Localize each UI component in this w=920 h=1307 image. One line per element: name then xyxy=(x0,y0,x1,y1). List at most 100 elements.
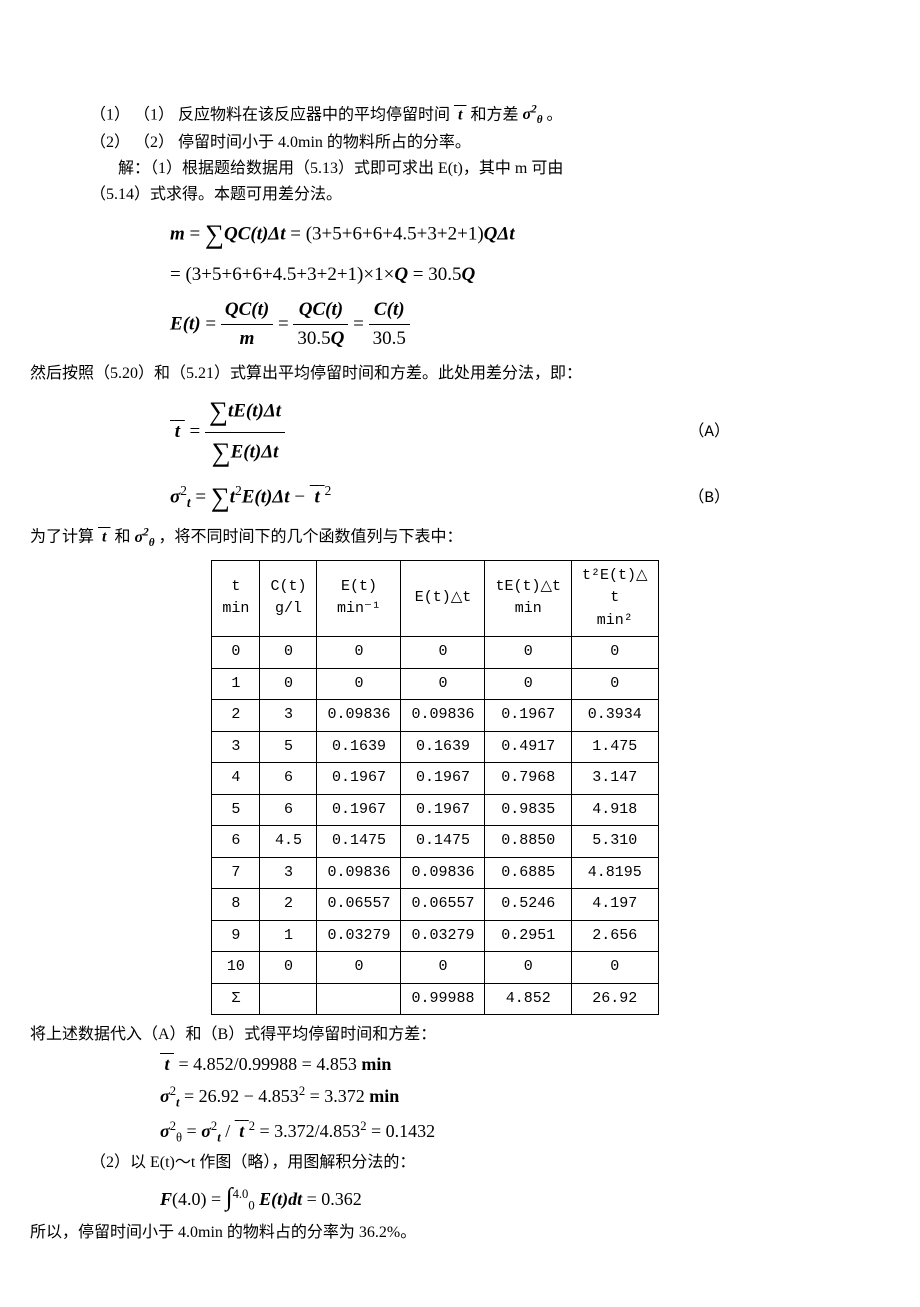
table-cell: 0 xyxy=(485,637,572,669)
solution-line2: （5.14）式求得。本题可用差分法。 xyxy=(90,183,840,207)
table-cell: 0.1967 xyxy=(401,794,485,826)
table-cell: 8 xyxy=(212,889,260,921)
table-cell: 26.92 xyxy=(572,983,659,1015)
calc-end: ，将不同时间下的几个函数值列与下表中： xyxy=(159,529,463,546)
table-cell: 0 xyxy=(317,952,401,984)
calc-pre: 为了计算 xyxy=(30,529,94,546)
table-cell: 0 xyxy=(572,637,659,669)
q1-text: （1） （1） 反应物料在该反应器中的平均停留时间 xyxy=(90,106,450,123)
table-row: 64.50.14750.14750.88505.310 xyxy=(212,826,658,858)
table-cell: 0.99988 xyxy=(401,983,485,1015)
table-row: 230.098360.098360.19670.3934 xyxy=(212,700,658,732)
table-cell: 0 xyxy=(317,637,401,669)
table-cell: 0 xyxy=(485,668,572,700)
calc-2: σ2t = 26.92 − 4.8532 = 3.372 min xyxy=(160,1082,840,1112)
table-cell: 0 xyxy=(260,637,317,669)
table-cell: 1 xyxy=(260,920,317,952)
calc-sym-tbar: t xyxy=(98,529,110,546)
table-cell: 0.09836 xyxy=(317,700,401,732)
table-cell: 5 xyxy=(260,731,317,763)
calc-1: t = 4.852/0.99988 = 4.853 min xyxy=(160,1051,840,1078)
table-cell: 0.1475 xyxy=(317,826,401,858)
q1-sym-tbar: t xyxy=(454,106,466,123)
table-cell: 0 xyxy=(572,668,659,700)
table-cell: 3.147 xyxy=(572,763,659,795)
table-cell: 5.310 xyxy=(572,826,659,858)
table-cell: 0 xyxy=(401,668,485,700)
table-cell: 3 xyxy=(212,731,260,763)
table-cell: 3 xyxy=(260,700,317,732)
para-then: 然后按照（5.20）和（5.21）式算出平均停留时间和方差。此处用差分法，即： xyxy=(30,362,840,386)
table-cell: 0 xyxy=(401,952,485,984)
para-part2: （2）以 E(t)～t 作图（略），用图解积分法的： xyxy=(90,1151,840,1175)
equation-B-row: σ2t = ∑t2E(t)Δt − t 2 （B） xyxy=(170,478,840,518)
table-cell: 1 xyxy=(212,668,260,700)
calc-sym-sigma: σ2θ xyxy=(134,529,154,546)
table-cell: 0.4917 xyxy=(485,731,572,763)
para-calc-intro: 为了计算 t 和 σ2θ ，将不同时间下的几个函数值列与下表中： xyxy=(30,524,840,551)
table-row: Σ 0.999884.85226.92 xyxy=(212,983,658,1015)
q1-mid: 和方差 xyxy=(470,106,518,123)
table-cell: 0 xyxy=(317,668,401,700)
table-cell: 0.5246 xyxy=(485,889,572,921)
table-cell: 5 xyxy=(212,794,260,826)
table-row: 560.19670.19670.98354.918 xyxy=(212,794,658,826)
table-row: 460.19670.19670.79683.147 xyxy=(212,763,658,795)
table-cell: 0.1475 xyxy=(401,826,485,858)
table-cell: 0.7968 xyxy=(485,763,572,795)
para-final: 所以，停留时间小于 4.0min 的物料占的分率为 36.2%。 xyxy=(30,1221,840,1245)
table-cell: 0.09836 xyxy=(401,700,485,732)
question-1: （1） （1） 反应物料在该反应器中的平均停留时间 t 和方差 σ2θ 。 xyxy=(90,102,840,129)
table-cell: 2.656 xyxy=(572,920,659,952)
table-cell: 6 xyxy=(212,826,260,858)
table-row: 910.032790.032790.29512.656 xyxy=(212,920,658,952)
table-cell: 0.1967 xyxy=(401,763,485,795)
calc-mid: 和 xyxy=(114,529,130,546)
table-row: 1000000 xyxy=(212,952,658,984)
table-cell: 6 xyxy=(260,763,317,795)
table-cell: 0 xyxy=(260,668,317,700)
question-2: （2） （2） 停留时间小于 4.0min 的物料所占的分率。 xyxy=(90,131,840,155)
q1-sym-sigma: σ2θ xyxy=(522,106,542,123)
table-cell: 2 xyxy=(212,700,260,732)
table-cell: 7 xyxy=(212,857,260,889)
table-cell: Σ xyxy=(212,983,260,1015)
table-cell: 0.9835 xyxy=(485,794,572,826)
formula-m: m = ∑QC(t)Δt = (3+5+6+6+4.5+3+2+1)QΔt = … xyxy=(170,215,840,353)
solution-line1: 解：（1）根据题给数据用（5.13）式即可求出 E(t)，其中 m 可由 xyxy=(118,157,840,181)
table-cell: 0.6885 xyxy=(485,857,572,889)
table-body: 000000100000230.098360.098360.19670.3934… xyxy=(212,637,658,1015)
table-cell: 10 xyxy=(212,952,260,984)
table-cell: 0.1639 xyxy=(317,731,401,763)
table-cell: 0 xyxy=(260,952,317,984)
label-B: （B） xyxy=(688,486,840,510)
table-cell: 0.2951 xyxy=(485,920,572,952)
table-row: 730.098360.098360.68854.8195 xyxy=(212,857,658,889)
equation-A-row: t = ∑tE(t)Δt ∑E(t)Δt （A） xyxy=(170,392,840,473)
table-cell: 4.852 xyxy=(485,983,572,1015)
table-cell: 4.8195 xyxy=(572,857,659,889)
calc-4: F(4.0) = ∫4.00 E(t)dt = 0.362 xyxy=(160,1179,840,1217)
table-cell xyxy=(317,983,401,1015)
table-cell: 4.197 xyxy=(572,889,659,921)
table-cell: 0 xyxy=(401,637,485,669)
table-cell: 0.1967 xyxy=(317,763,401,795)
table-cell: 0.8850 xyxy=(485,826,572,858)
table-row: 000000 xyxy=(212,637,658,669)
table-cell: 0.03279 xyxy=(317,920,401,952)
table-cell: 4.918 xyxy=(572,794,659,826)
table-cell: 1.475 xyxy=(572,731,659,763)
table-row: 100000 xyxy=(212,668,658,700)
para-sub: 将上述数据代入（A）和（B）式得平均停留时间和方差： xyxy=(30,1023,840,1047)
table-cell: 4.5 xyxy=(260,826,317,858)
table-cell: 0.1967 xyxy=(485,700,572,732)
table-cell: 0.1639 xyxy=(401,731,485,763)
table-row: 350.16390.16390.49171.475 xyxy=(212,731,658,763)
table-cell: 0.03279 xyxy=(401,920,485,952)
table-cell xyxy=(260,983,317,1015)
calc-3: σ2θ = σ2t / t 2 = 3.372/4.8532 = 0.1432 xyxy=(160,1117,840,1147)
table-cell: 0.3934 xyxy=(572,700,659,732)
table-cell: 0 xyxy=(212,637,260,669)
label-A: （A） xyxy=(688,420,840,444)
table-cell: 0.09836 xyxy=(401,857,485,889)
